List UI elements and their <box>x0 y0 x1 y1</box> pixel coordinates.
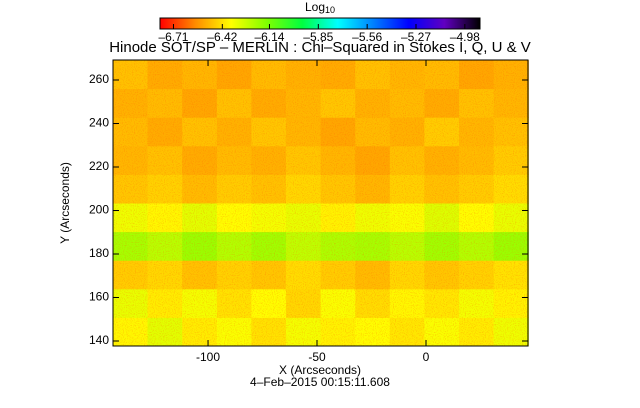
timestamp: 4–Feb–2015 00:15:11.608 <box>250 375 390 389</box>
y-tick-label: 220 <box>89 159 109 173</box>
colorbar-tick-label: –4.98 <box>450 30 480 44</box>
colorbar-tick-label: –6.71 <box>158 30 188 44</box>
y-tick-label: 180 <box>89 246 109 260</box>
y-tick-label: 140 <box>89 333 109 347</box>
colorbar-label-base: Log <box>305 0 325 14</box>
colorbar-label: Log10 <box>305 0 335 15</box>
colorbar-tick-label: –6.14 <box>254 30 284 44</box>
y-tick-label: 260 <box>89 72 109 86</box>
colorbar-tick-label: –5.85 <box>303 30 333 44</box>
plot-frame <box>112 59 529 347</box>
colorbar-tick-label: –5.56 <box>352 30 382 44</box>
x-tick-label: -100 <box>196 350 220 364</box>
chart-title: Hinode SOT/SP – MERLIN : Chi–Squared in … <box>109 39 531 56</box>
colorbar <box>159 17 481 30</box>
y-tick-label: 200 <box>89 203 109 217</box>
texture <box>113 60 528 346</box>
colorbar-label-subscript: 10 <box>325 5 335 15</box>
colorbar-tick-label: –6.42 <box>207 30 237 44</box>
colorbar-tick-label: –5.27 <box>401 30 431 44</box>
y-axis-label: Y (Arcseconds) <box>58 162 72 244</box>
x-tick-label: -50 <box>308 350 326 364</box>
y-tick-label: 240 <box>89 116 109 130</box>
x-axis-label: X (Arcseconds) <box>279 363 361 377</box>
y-tick-label: 160 <box>89 290 109 304</box>
x-tick-label: 0 <box>423 350 430 364</box>
